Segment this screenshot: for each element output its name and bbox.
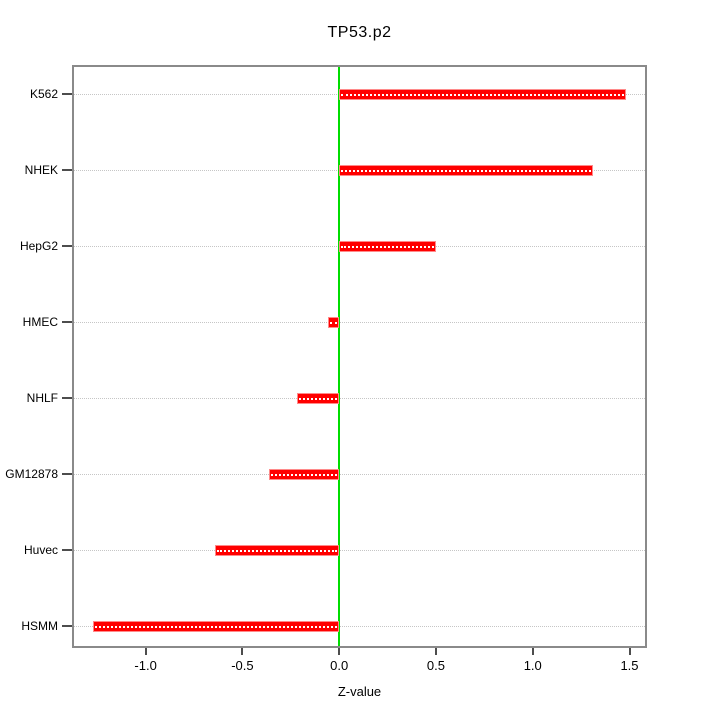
y-axis-tick [62,321,72,323]
bar-center-dots [217,549,338,552]
x-axis-tick [628,648,631,655]
bar-center-dots [95,625,338,628]
bar-hmec [327,317,340,328]
bar-center-dots [329,321,338,324]
y-tick-label-k562: K562 [29,87,58,101]
y-tick-label-hepg2: HepG2 [19,239,58,253]
bar-huvec [215,545,340,556]
x-axis-tick [531,648,534,655]
y-tick-label-hsmm: HSMM [21,619,58,633]
y-axis-tick [62,93,72,95]
x-tick-label: 1.5 [620,658,639,673]
y-tick-label-huvec: Huvec [23,543,58,557]
y-axis-tick [62,625,72,627]
x-axis-tick [144,648,147,655]
y-tick-label-nhlf: NHLF [26,391,58,405]
bar-center-dots [341,245,434,248]
gridline [74,398,645,399]
bar-center-dots [271,473,338,476]
bar-hsmm [93,621,340,632]
gridline [74,322,645,323]
y-tick-label-hmec: HMEC [22,315,58,329]
y-axis-tick [62,245,72,247]
x-tick-label: -1.0 [134,658,157,673]
gridline [74,626,645,627]
plot-panel-border [72,65,647,648]
gridline [74,550,645,551]
y-axis-tick [62,169,72,171]
bar-center-dots [341,93,624,96]
y-tick-label-gm12878: GM12878 [5,467,58,481]
x-tick-label: 1.0 [523,658,542,673]
bar-center-dots [341,169,591,172]
bar-nhek [339,165,593,176]
y-tick-label-nhek: NHEK [24,163,58,177]
x-axis-tick [338,648,341,655]
chart-title: TP53.p2 [327,24,392,41]
x-axis-tick [434,648,437,655]
x-axis-label: Z-value [337,684,382,699]
bar-k562 [339,89,626,100]
bar-gm12878 [269,469,340,480]
y-axis-tick [62,473,72,475]
x-axis-tick [241,648,244,655]
x-tick-label: 0.5 [426,658,445,673]
zero-reference-line [338,67,341,646]
x-tick-label: 0.0 [330,658,349,673]
bar-hepg2 [339,241,436,252]
x-tick-label: -0.5 [231,658,254,673]
gridline [74,474,645,475]
bar-nhlf [296,393,340,404]
plot-panel [74,67,645,646]
y-axis-tick [62,397,72,399]
y-axis-tick [62,549,72,551]
bar-center-dots [298,397,338,400]
